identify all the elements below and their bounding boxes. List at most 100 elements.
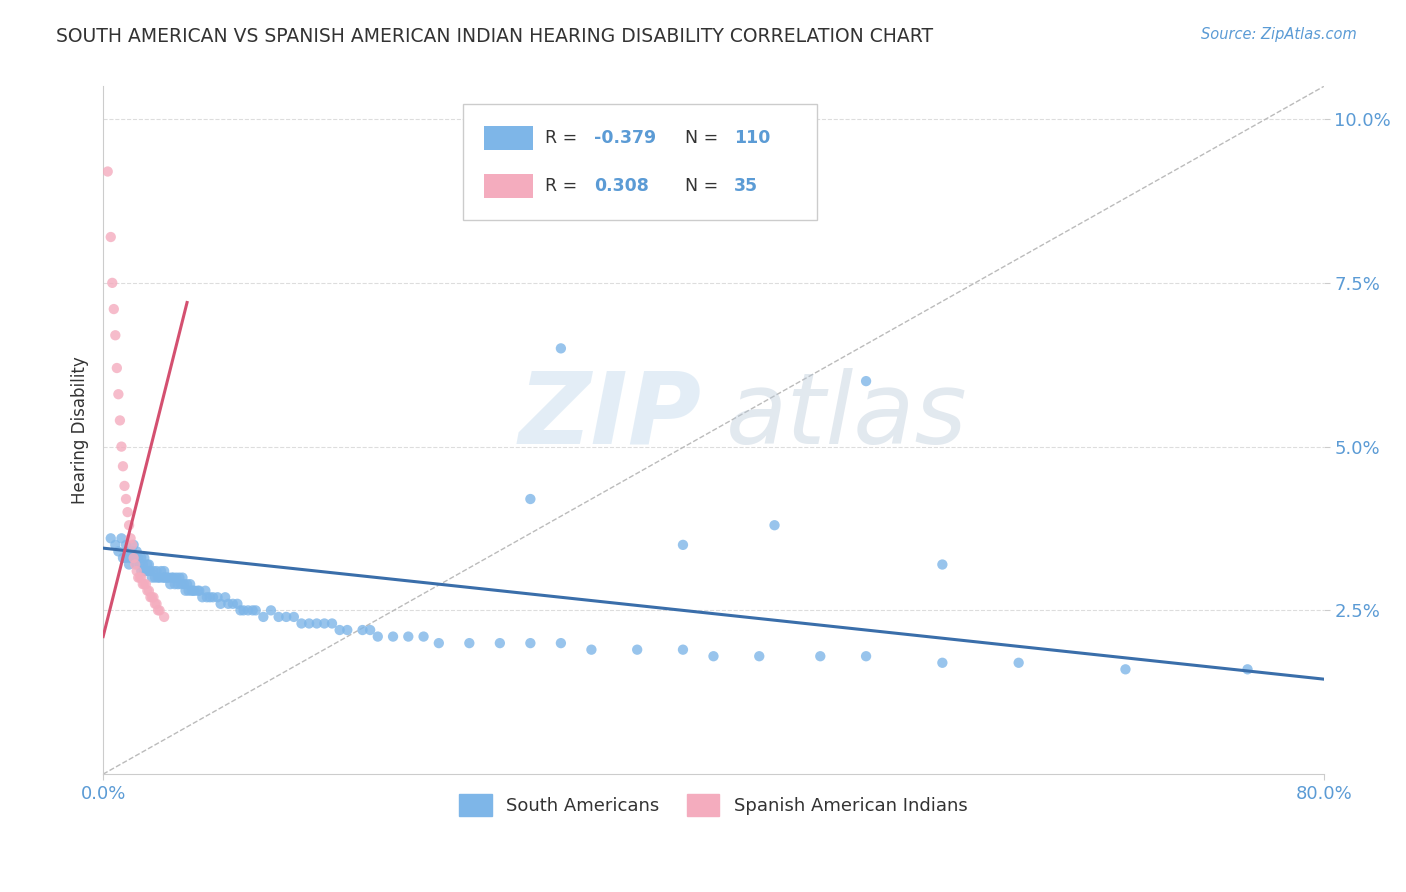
Point <box>138 558 160 572</box>
Point <box>931 558 953 572</box>
Point <box>808 649 831 664</box>
FancyBboxPatch shape <box>463 103 817 220</box>
Point <box>855 649 877 664</box>
Point <box>104 538 127 552</box>
Point <box>135 564 157 578</box>
Text: -0.379: -0.379 <box>593 129 657 147</box>
Point <box>931 656 953 670</box>
Point <box>626 642 648 657</box>
Point <box>138 564 160 578</box>
Point <box>145 597 167 611</box>
Point <box>209 597 232 611</box>
Point <box>672 538 695 552</box>
Text: Source: ZipAtlas.com: Source: ZipAtlas.com <box>1201 27 1357 42</box>
Point <box>122 551 145 566</box>
Point <box>191 591 214 605</box>
Point <box>107 387 129 401</box>
Point <box>1236 662 1258 676</box>
Point <box>229 603 252 617</box>
Point <box>129 551 152 566</box>
Point <box>396 630 419 644</box>
Point <box>128 571 150 585</box>
Point <box>550 636 572 650</box>
Point <box>173 577 195 591</box>
Point <box>187 583 209 598</box>
Point <box>267 610 290 624</box>
Text: ZIP: ZIP <box>519 368 702 465</box>
Point <box>672 642 695 657</box>
Legend: South Americans, Spanish American Indians: South Americans, Spanish American Indian… <box>453 787 974 823</box>
Point <box>177 583 200 598</box>
Point <box>125 558 148 572</box>
Point <box>127 571 149 585</box>
Point <box>217 597 239 611</box>
Point <box>105 361 128 376</box>
Point <box>276 610 298 624</box>
Point <box>115 491 138 506</box>
Point <box>143 597 166 611</box>
Point <box>139 591 162 605</box>
Point <box>252 610 274 624</box>
Point <box>111 551 134 566</box>
Point <box>114 479 136 493</box>
Text: N =: N = <box>685 129 724 147</box>
Point <box>195 591 218 605</box>
Point <box>207 591 229 605</box>
Point <box>127 551 149 566</box>
Point <box>110 531 132 545</box>
Point <box>236 603 259 617</box>
Point <box>352 623 374 637</box>
Point <box>165 571 187 585</box>
Point <box>245 603 267 617</box>
Point <box>855 374 877 388</box>
Point <box>336 623 359 637</box>
Point <box>226 597 249 611</box>
Point <box>103 301 125 316</box>
Point <box>121 538 143 552</box>
Point <box>167 577 190 591</box>
Point <box>146 571 169 585</box>
Point <box>156 571 179 585</box>
Y-axis label: Hearing Disability: Hearing Disability <box>72 357 89 504</box>
Point <box>129 564 152 578</box>
Point <box>748 649 770 664</box>
Point <box>1008 656 1031 670</box>
Point <box>124 558 146 572</box>
Point <box>132 577 155 591</box>
Point <box>128 558 150 572</box>
Point <box>321 616 343 631</box>
Point <box>188 583 211 598</box>
Point <box>104 328 127 343</box>
Text: 0.308: 0.308 <box>593 178 648 195</box>
Point <box>242 603 264 617</box>
Point <box>458 636 481 650</box>
Point <box>118 518 141 533</box>
Point <box>124 551 146 566</box>
Point <box>702 649 724 664</box>
Point <box>427 636 450 650</box>
Point <box>153 610 176 624</box>
Point <box>214 591 236 605</box>
Point <box>134 577 156 591</box>
Point <box>118 558 141 572</box>
Point <box>298 616 321 631</box>
Point <box>157 571 180 585</box>
Point <box>135 577 157 591</box>
Point <box>150 564 173 578</box>
Point <box>194 583 217 598</box>
Point <box>183 583 205 598</box>
Point <box>117 544 139 558</box>
Point <box>412 630 434 644</box>
Point <box>146 603 169 617</box>
Point <box>489 636 512 650</box>
Point <box>129 571 152 585</box>
Point <box>107 544 129 558</box>
Point <box>149 603 172 617</box>
Point <box>120 531 142 545</box>
Point <box>232 603 254 617</box>
Point <box>143 571 166 585</box>
Point <box>179 577 201 591</box>
Point <box>176 577 198 591</box>
Point <box>201 591 224 605</box>
Point <box>260 603 283 617</box>
